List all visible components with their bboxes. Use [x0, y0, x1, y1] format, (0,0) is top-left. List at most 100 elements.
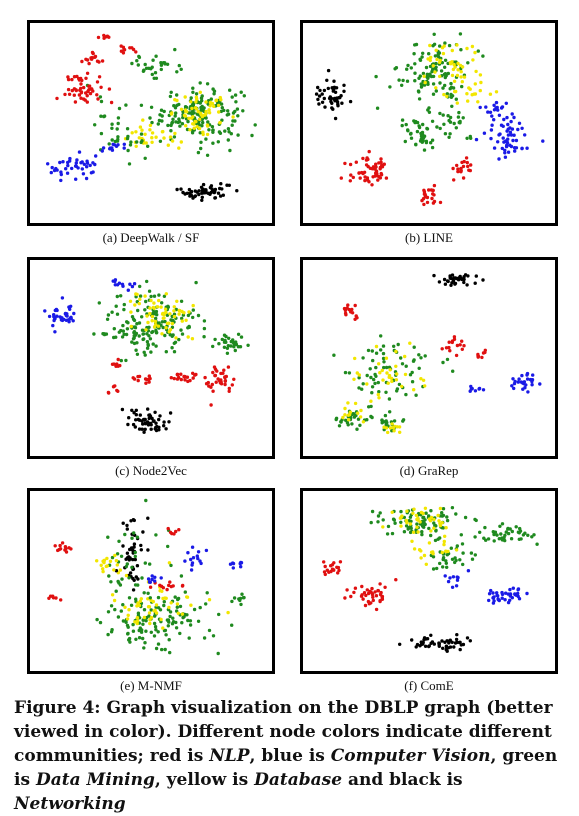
- scatter-point: [138, 626, 142, 630]
- scatter-point: [49, 170, 53, 175]
- scatter-point: [441, 513, 446, 518]
- scatter-point: [455, 578, 460, 582]
- scatter-point: [416, 530, 420, 534]
- scatter-point: [173, 131, 177, 136]
- scatter-point: [228, 562, 233, 566]
- scatter-point: [514, 138, 519, 143]
- scatter-point: [109, 580, 113, 584]
- scatter-point: [337, 96, 341, 100]
- scatter-point: [136, 417, 141, 422]
- scatter-point: [142, 430, 146, 434]
- scatter-point: [353, 356, 357, 361]
- scatter-point: [488, 110, 493, 115]
- scatter-point: [143, 132, 147, 136]
- scatter-point: [508, 587, 512, 592]
- scatter-point: [494, 90, 499, 94]
- scatter-point: [430, 138, 435, 142]
- scatter-point: [211, 128, 215, 133]
- scatter-point: [450, 48, 454, 53]
- scatter-point: [381, 356, 386, 361]
- scatter-point: [160, 130, 165, 134]
- scatter-point: [144, 381, 148, 385]
- scatter-point: [448, 576, 452, 580]
- scatter-point: [322, 96, 326, 101]
- scatter-point: [204, 116, 208, 120]
- scatter-point: [432, 642, 436, 646]
- scatter-point: [145, 346, 150, 350]
- scatter-point: [514, 146, 519, 150]
- scatter-point: [58, 160, 62, 165]
- scatter-point: [134, 408, 138, 412]
- scatter-point: [440, 347, 444, 351]
- scatter-point: [442, 539, 446, 544]
- scatter-point: [503, 151, 507, 155]
- scatter-point: [530, 535, 534, 539]
- scatter-point: [131, 588, 136, 592]
- scatter-point: [360, 387, 364, 391]
- scatter-point: [538, 382, 542, 386]
- scatter-point: [441, 556, 446, 560]
- scatter-point: [148, 562, 152, 566]
- scatter-point: [209, 190, 213, 195]
- scatter-point: [199, 96, 204, 100]
- scatter-point: [186, 313, 191, 318]
- scatter-point: [216, 377, 220, 381]
- scatter-point: [110, 362, 115, 366]
- scatter-point: [354, 160, 358, 164]
- scatter-point: [412, 345, 416, 349]
- scatter-point: [525, 377, 530, 381]
- scatter-point: [459, 75, 463, 79]
- scatter-point: [414, 143, 418, 147]
- scatter-point: [166, 143, 170, 147]
- scatter-point: [181, 190, 185, 195]
- scatter-point: [69, 547, 73, 551]
- scatter-point: [414, 393, 418, 397]
- scatter-point: [111, 142, 115, 146]
- scatter-point: [465, 136, 469, 140]
- scatter-point: [189, 568, 194, 572]
- scatter-point: [469, 163, 473, 167]
- scatter-point: [445, 357, 450, 362]
- scatter-point: [161, 626, 165, 630]
- scatter-point: [146, 342, 150, 347]
- scatter-point: [185, 595, 190, 599]
- scatter-point: [180, 309, 184, 314]
- scatter-point: [413, 62, 417, 66]
- scatter-point: [412, 388, 416, 392]
- scatter-point: [448, 275, 452, 280]
- scatter-point: [405, 79, 410, 83]
- scatter-point: [127, 416, 131, 420]
- scatter-point: [331, 107, 335, 111]
- scatter-point: [466, 99, 470, 103]
- scatter-point: [409, 131, 413, 136]
- scatter-point: [423, 506, 428, 510]
- scatter-point: [187, 310, 191, 314]
- scatter-point: [167, 605, 171, 610]
- scatter-point: [520, 126, 524, 130]
- scatter-point: [168, 312, 172, 316]
- scatter-point: [429, 55, 433, 60]
- scatter-point: [169, 376, 173, 380]
- scatter-point: [343, 311, 348, 315]
- scatter-point: [170, 139, 175, 143]
- scatter-point: [176, 596, 181, 601]
- scatter-point: [440, 639, 444, 643]
- scatter-point: [126, 134, 130, 139]
- scatter-point: [153, 579, 157, 583]
- scatter-point: [53, 330, 57, 334]
- scatter-point: [405, 67, 409, 71]
- scatter-point: [379, 348, 383, 352]
- scatter-point: [465, 636, 470, 640]
- scatter-point: [505, 143, 509, 147]
- scatter-point: [442, 277, 447, 282]
- scatter-point: [461, 116, 465, 120]
- scatter-point: [473, 535, 477, 539]
- scatter-point: [139, 543, 143, 548]
- scatter-point: [400, 118, 405, 122]
- scatter-point: [432, 183, 437, 188]
- scatter-point: [47, 596, 51, 600]
- scatter-point: [170, 346, 174, 350]
- scatter-point: [440, 521, 444, 525]
- scatter-point: [376, 380, 380, 385]
- scatter-point: [117, 330, 122, 334]
